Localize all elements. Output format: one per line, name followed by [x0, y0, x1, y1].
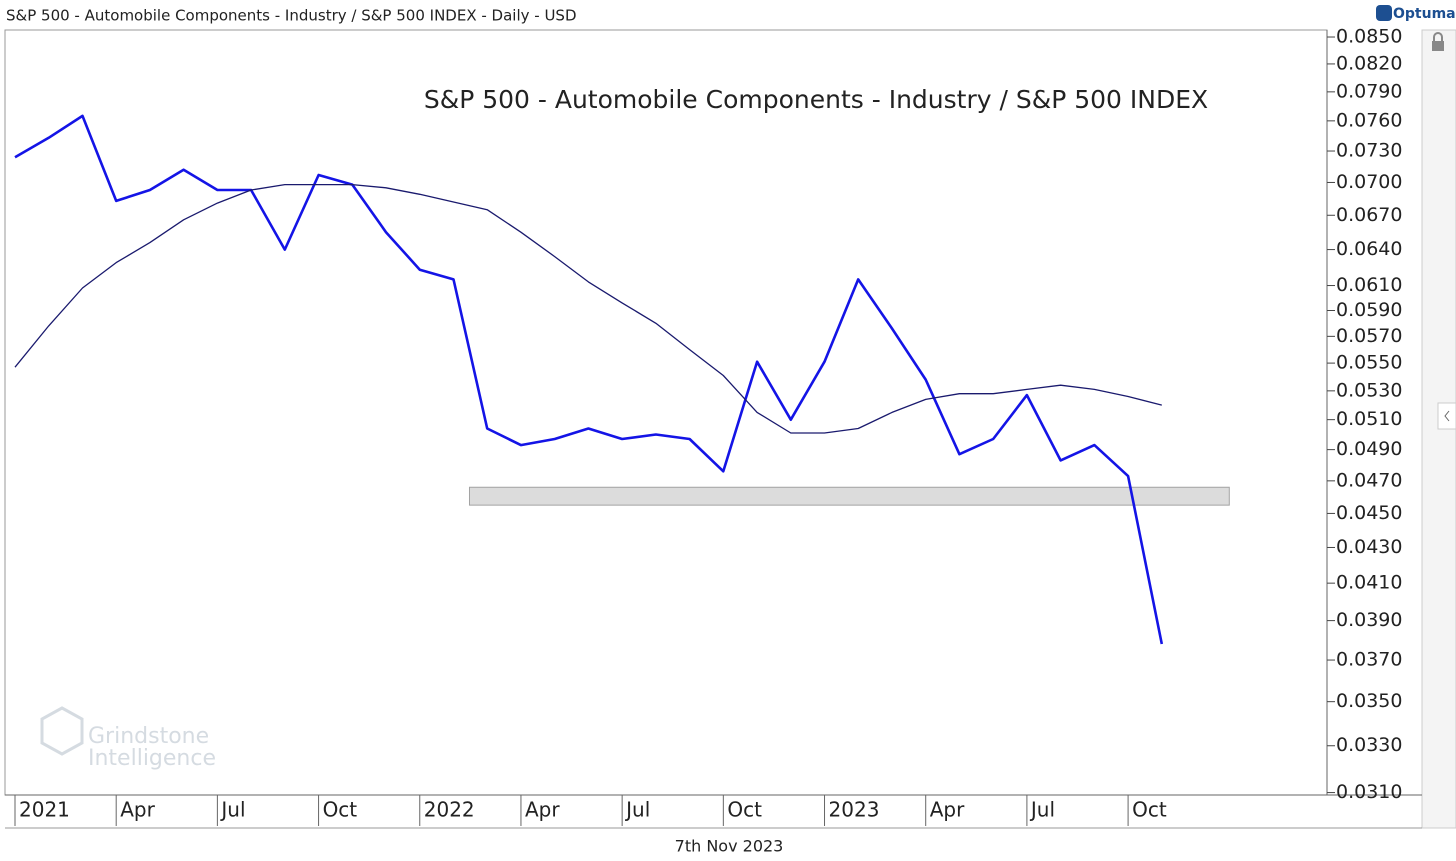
y-tick-label: 0.0450 — [1336, 502, 1402, 524]
y-tick-label: 0.0820 — [1336, 52, 1402, 74]
y-tick-label: 0.0530 — [1336, 379, 1402, 401]
y-tick-label: 0.0410 — [1336, 572, 1402, 594]
y-tick-label: 0.0790 — [1336, 80, 1402, 102]
brand-icon — [1376, 5, 1392, 21]
x-tick-label: Jul — [1029, 798, 1055, 822]
y-tick-label: 0.0310 — [1336, 781, 1402, 803]
y-tick-label: 0.0640 — [1336, 238, 1402, 260]
x-tick-label: Jul — [219, 798, 245, 822]
y-tick-label: 0.0550 — [1336, 352, 1402, 374]
y-tick-label: 0.0670 — [1336, 204, 1402, 226]
watermark-line2: Intelligence — [88, 746, 216, 771]
y-tick-label: 0.0700 — [1336, 171, 1402, 193]
y-tick-label: 0.0470 — [1336, 469, 1402, 491]
watermark-line1: Grindstone — [88, 724, 209, 749]
footer-date: 7th Nov 2023 — [675, 837, 784, 856]
y-tick-label: 0.0590 — [1336, 299, 1402, 321]
moving-average-line — [14, 183, 1162, 434]
lock-shackle — [1433, 32, 1443, 41]
x-tick-label: Apr — [120, 798, 155, 822]
y-tick-label: 0.0730 — [1336, 140, 1402, 162]
x-tick-label: 2021 — [19, 798, 70, 822]
x-tick-label: Apr — [525, 798, 560, 822]
ratio-line — [14, 114, 1164, 645]
brand: Optuma — [1393, 6, 1456, 22]
x-tick-label: Oct — [323, 798, 358, 822]
chart-title: S&P 500 - Automobile Components - Indust… — [424, 85, 1208, 114]
watermark: Grindstone Intelligence — [40, 706, 216, 771]
y-tick-label: 0.0430 — [1336, 536, 1402, 558]
collapse-button[interactable] — [1437, 402, 1456, 430]
y-tick-label: 0.0350 — [1336, 690, 1402, 712]
collapse-arrow — [1444, 410, 1450, 422]
x-tick-label: Oct — [727, 798, 762, 822]
y-tick-label: 0.0760 — [1336, 109, 1402, 131]
y-tick-label: 0.0570 — [1336, 325, 1402, 347]
y-tick-label: 0.0510 — [1336, 408, 1402, 430]
y-tick-label: 0.0610 — [1336, 274, 1402, 296]
y-tick-label: 0.0490 — [1336, 438, 1402, 460]
y-tick-label: 0.0390 — [1336, 609, 1402, 631]
x-tick-label: Jul — [624, 798, 650, 822]
x-tick-label: Apr — [930, 798, 965, 822]
x-tick-label: 2023 — [829, 798, 880, 822]
x-tick-label: 2022 — [424, 798, 475, 822]
x-tick-label: Oct — [1132, 798, 1167, 822]
support-band — [468, 486, 1230, 506]
y-tick-label: 0.0370 — [1336, 649, 1402, 671]
watermark-icon — [40, 706, 84, 756]
header-title: S&P 500 - Automobile Components - Indust… — [6, 7, 577, 25]
y-tick-label: 0.0850 — [1336, 26, 1402, 48]
y-tick-label: 0.0330 — [1336, 734, 1402, 756]
plot — [14, 114, 1230, 645]
lock-icon[interactable] — [1432, 41, 1444, 51]
